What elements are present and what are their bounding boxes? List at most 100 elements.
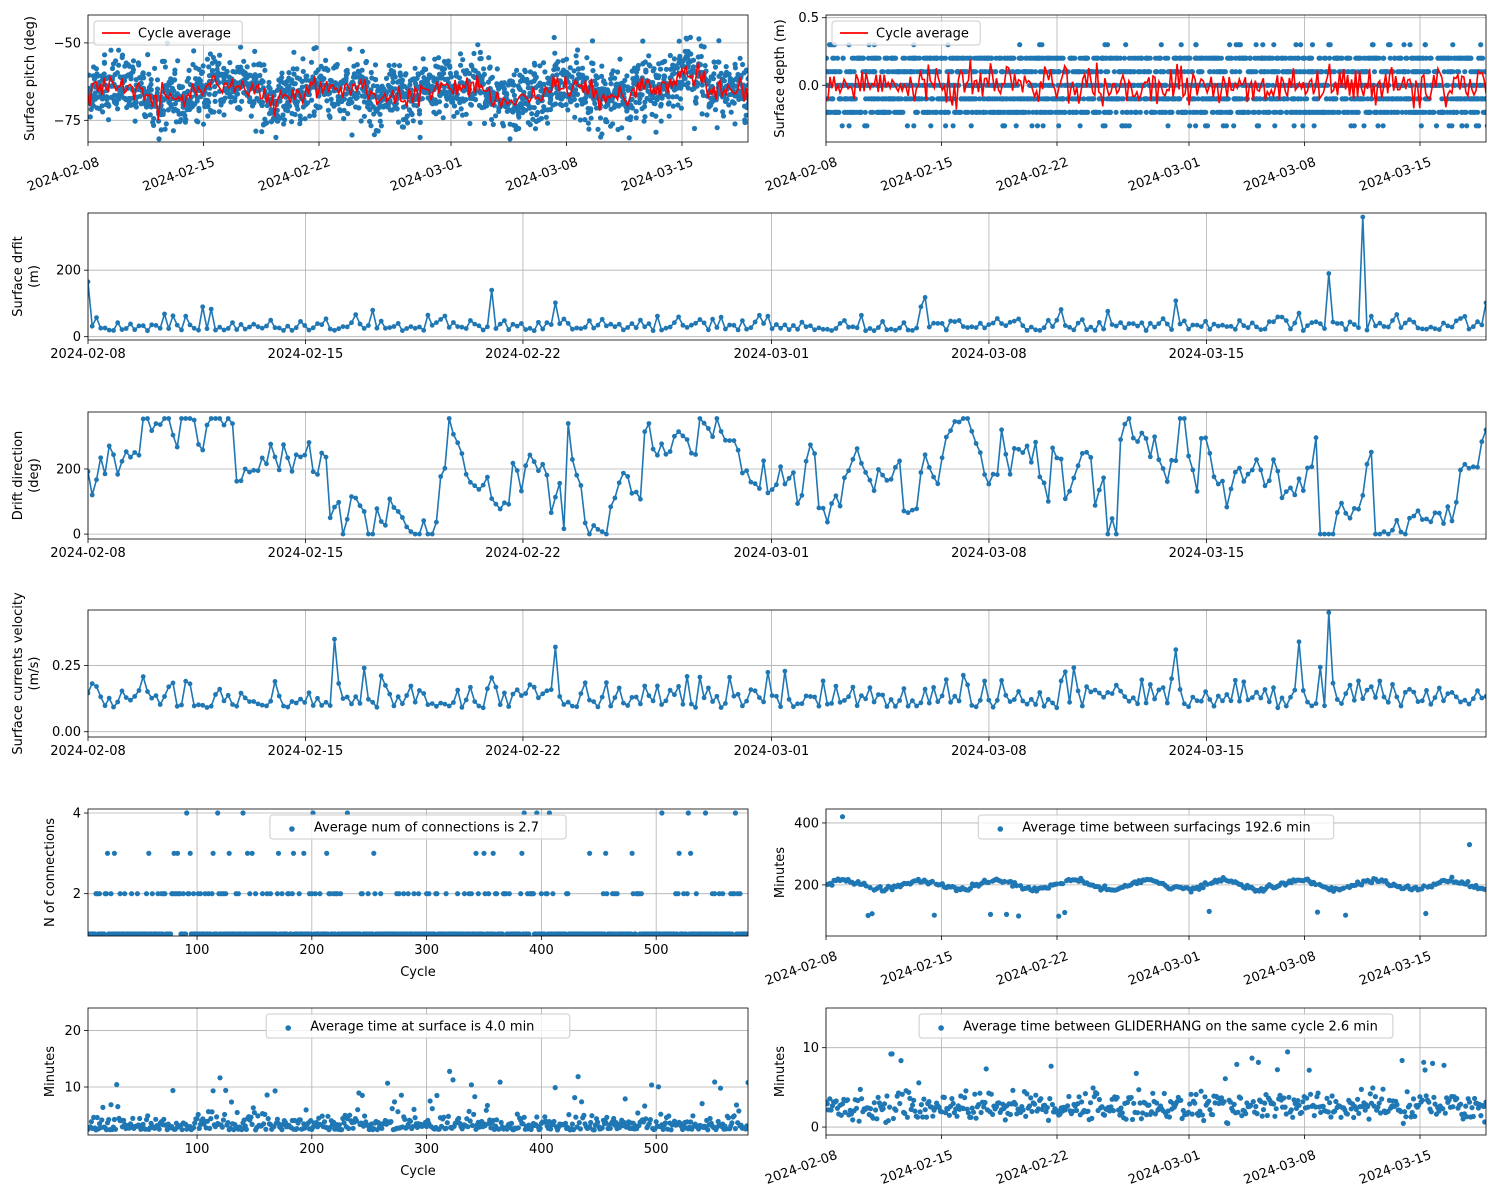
data-point [242, 695, 248, 701]
data-point [1351, 123, 1357, 129]
data-point [349, 132, 355, 138]
data-point [547, 106, 554, 113]
data-point [264, 703, 269, 709]
data-point [1407, 42, 1413, 48]
data-point [685, 85, 691, 91]
data-point [204, 326, 210, 332]
data-point [1079, 703, 1085, 709]
data-point [306, 690, 312, 696]
data-point [519, 488, 524, 494]
data-point [207, 85, 213, 91]
data-point [778, 704, 783, 710]
data-point [1220, 322, 1225, 328]
y-tick-label: 0 [73, 528, 81, 543]
data-point [1298, 42, 1304, 48]
data-point [639, 92, 645, 98]
data-point [429, 701, 435, 706]
data-point [88, 114, 93, 120]
data-point [497, 702, 503, 708]
data-point [357, 503, 363, 509]
data-point [434, 78, 440, 84]
data-point [820, 505, 826, 511]
data-point [863, 470, 868, 475]
data-point [316, 104, 322, 110]
data-point [400, 515, 405, 520]
data-point [969, 324, 975, 330]
data-point [1422, 42, 1428, 48]
y-tick-label: 200 [56, 462, 81, 477]
data-point [943, 123, 949, 129]
data-point [880, 319, 885, 324]
x-tick-label: 2024-03-15 [1357, 155, 1433, 195]
data-point [833, 326, 839, 331]
data-point [693, 100, 699, 106]
data-point [1313, 319, 1319, 325]
data-point [1237, 465, 1242, 471]
data-point [440, 115, 446, 121]
data-point [943, 677, 949, 682]
data-point [1164, 479, 1170, 484]
data-point [182, 113, 188, 119]
data-point [1398, 325, 1404, 331]
data-point [1441, 521, 1446, 526]
data-point [429, 531, 435, 537]
data-point [1415, 325, 1421, 331]
data-point [113, 58, 119, 64]
data-point [641, 118, 647, 124]
data-point [1415, 508, 1421, 514]
data-point [251, 99, 257, 105]
data-point [740, 61, 746, 68]
data-point [213, 416, 218, 421]
data-point [157, 422, 163, 427]
data-point [1225, 96, 1231, 102]
data-point [1160, 316, 1166, 322]
data-point [1165, 55, 1171, 61]
data-point [451, 113, 457, 119]
data-point [557, 78, 564, 84]
data-point [625, 703, 631, 708]
data-point [234, 327, 240, 332]
data-point [305, 100, 311, 106]
data-point [897, 325, 902, 331]
data-point [261, 62, 267, 68]
data-point [417, 134, 423, 140]
data-point [1387, 42, 1393, 48]
chart-p4: 2024-02-08 2024-02-15 2024-02-22 2024-03-01… [11, 411, 1487, 561]
data-point [918, 700, 924, 706]
data-point [1470, 324, 1476, 330]
data-point [1360, 214, 1366, 220]
data-point [460, 57, 466, 63]
data-point [573, 87, 579, 93]
cycle-average-line [826, 59, 1486, 110]
axes-frame [87, 14, 749, 143]
data-point [625, 474, 631, 479]
data-point [627, 117, 633, 123]
data-point [663, 66, 670, 72]
data-point [740, 318, 745, 324]
x-tick-label: 2024-02-15 [268, 546, 344, 561]
data-point [1028, 324, 1034, 330]
data-point [893, 55, 899, 61]
data-point [1395, 109, 1401, 115]
data-point [349, 701, 354, 707]
data-point [633, 108, 639, 114]
data-point [456, 75, 463, 81]
data-point [1045, 697, 1051, 702]
data-point [501, 84, 507, 90]
data-point [676, 429, 681, 434]
data-point [1020, 450, 1026, 455]
x-tick-label: 2024-03-15 [1169, 546, 1245, 561]
data-point [1085, 109, 1091, 115]
data-point [656, 73, 662, 79]
data-point [973, 441, 979, 446]
data-point [960, 672, 966, 678]
data-point [315, 321, 320, 326]
data-point [425, 531, 431, 537]
data-point [667, 687, 673, 693]
data-point [1135, 323, 1140, 329]
data-point [281, 442, 286, 448]
data-point [723, 64, 729, 70]
data-point [958, 109, 964, 115]
data-point [451, 700, 456, 705]
data-point [298, 696, 303, 702]
